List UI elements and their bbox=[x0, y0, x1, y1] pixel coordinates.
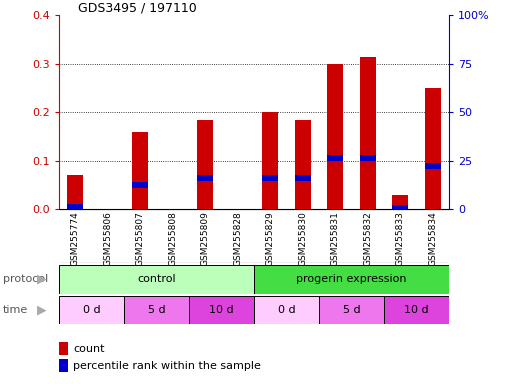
Bar bbox=[319, 296, 384, 324]
Text: ▶: ▶ bbox=[37, 273, 47, 286]
Bar bbox=[392, 195, 408, 209]
Text: GSM255834: GSM255834 bbox=[428, 212, 437, 266]
Bar bbox=[59, 265, 254, 294]
Bar bbox=[327, 156, 343, 161]
Text: GDS3495 / 197110: GDS3495 / 197110 bbox=[78, 1, 197, 14]
Text: GSM255806: GSM255806 bbox=[103, 212, 112, 266]
Text: GSM255808: GSM255808 bbox=[168, 212, 177, 266]
Bar bbox=[384, 296, 449, 324]
Text: GSM255828: GSM255828 bbox=[233, 212, 242, 266]
Bar bbox=[59, 359, 68, 372]
Text: 5 d: 5 d bbox=[148, 305, 165, 315]
Bar bbox=[197, 175, 213, 181]
Text: 0 d: 0 d bbox=[278, 305, 295, 315]
Text: GSM255830: GSM255830 bbox=[298, 212, 307, 266]
Text: time: time bbox=[3, 305, 28, 315]
Text: GSM255774: GSM255774 bbox=[71, 212, 80, 266]
Text: control: control bbox=[137, 274, 176, 285]
Bar bbox=[262, 175, 278, 181]
Text: 5 d: 5 d bbox=[343, 305, 360, 315]
Text: GSM255807: GSM255807 bbox=[136, 212, 145, 266]
Bar bbox=[254, 265, 449, 294]
Bar bbox=[59, 296, 124, 324]
Bar bbox=[424, 88, 441, 209]
Bar bbox=[67, 175, 83, 209]
Text: 10 d: 10 d bbox=[404, 305, 429, 315]
Bar bbox=[294, 175, 311, 181]
Text: GSM255833: GSM255833 bbox=[396, 212, 405, 266]
Text: count: count bbox=[73, 344, 105, 354]
Bar bbox=[294, 119, 311, 209]
Bar bbox=[124, 296, 189, 324]
Text: progerin expression: progerin expression bbox=[296, 274, 407, 285]
Bar bbox=[132, 182, 148, 188]
Bar bbox=[327, 64, 343, 209]
Text: 10 d: 10 d bbox=[209, 305, 234, 315]
Text: GSM255832: GSM255832 bbox=[363, 212, 372, 266]
Bar bbox=[67, 204, 83, 210]
Bar bbox=[392, 205, 408, 211]
Text: 0 d: 0 d bbox=[83, 305, 101, 315]
Text: GSM255809: GSM255809 bbox=[201, 212, 210, 266]
Text: GSM255831: GSM255831 bbox=[331, 212, 340, 266]
Bar bbox=[254, 296, 319, 324]
Text: ▶: ▶ bbox=[37, 304, 47, 316]
Text: percentile rank within the sample: percentile rank within the sample bbox=[73, 361, 261, 371]
Bar bbox=[132, 132, 148, 209]
Bar bbox=[189, 296, 254, 324]
Text: protocol: protocol bbox=[3, 274, 48, 285]
Bar bbox=[360, 156, 376, 161]
Bar bbox=[59, 342, 68, 355]
Bar bbox=[262, 113, 278, 209]
Bar bbox=[197, 119, 213, 209]
Bar bbox=[424, 163, 441, 169]
Bar bbox=[360, 56, 376, 209]
Text: GSM255829: GSM255829 bbox=[266, 212, 274, 266]
